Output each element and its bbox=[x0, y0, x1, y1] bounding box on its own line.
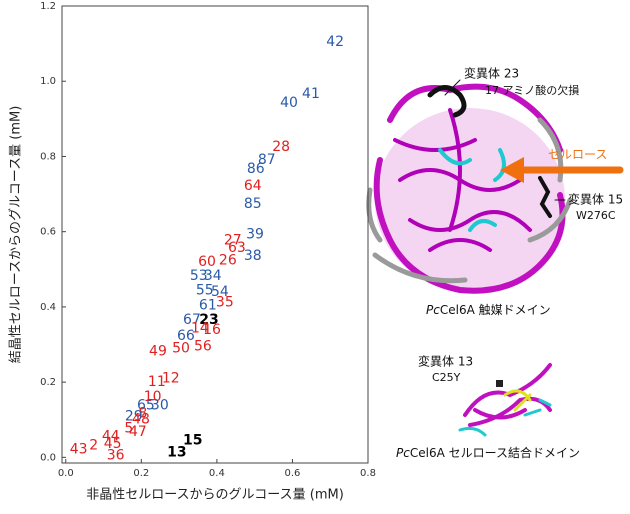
point-label: 42 bbox=[326, 34, 344, 50]
point-label: 53 bbox=[190, 268, 208, 284]
point-label: 26 bbox=[219, 252, 237, 268]
point-label: 64 bbox=[244, 178, 262, 194]
point-label: 66 bbox=[177, 328, 195, 344]
point-label: 8 bbox=[138, 405, 147, 421]
y-tick-label: 0.2 bbox=[40, 377, 56, 388]
catalytic-domain-caption: PcCel6A 触媒ドメイン bbox=[426, 303, 551, 317]
point-label: 34 bbox=[204, 268, 222, 284]
point-label: 35 bbox=[216, 294, 234, 310]
point-label: 65 bbox=[137, 397, 155, 413]
point-label: 16 bbox=[203, 322, 221, 338]
y-tick-label: 0.0 bbox=[40, 452, 56, 463]
x-axis-label: 非晶性セルロースからのグルコース量 (mM) bbox=[86, 488, 344, 503]
point-label: 15 bbox=[183, 432, 202, 448]
point-label: 27 bbox=[224, 232, 242, 248]
point-label: 5 bbox=[124, 420, 133, 436]
species-prefix: Pc bbox=[396, 446, 410, 460]
point-label: 49 bbox=[149, 343, 167, 359]
point-label: 39 bbox=[246, 226, 264, 242]
point-label: 2 bbox=[89, 437, 98, 453]
point-label: 41 bbox=[302, 86, 320, 102]
x-tick-label: 0.8 bbox=[360, 468, 376, 479]
mutant-23-label: 変異体 23 bbox=[464, 66, 519, 81]
point-label: 14 bbox=[191, 320, 209, 336]
point-label: 43 bbox=[70, 441, 88, 457]
scatter-plot: 0.0 0.2 0.4 0.6 0.8 0.0 0.2 0.4 0.6 0.8 1.0 1.2 非晶性セ… bbox=[9, 1, 376, 503]
x-tick-label: 0.4 bbox=[209, 468, 225, 479]
point-label: 30 bbox=[151, 397, 169, 413]
binding-domain-image bbox=[458, 363, 552, 437]
catalytic-domain-image bbox=[366, 79, 624, 294]
point-label: 36 bbox=[107, 447, 125, 463]
plot-frame bbox=[61, 5, 369, 464]
point-label: 28 bbox=[272, 139, 290, 155]
y-tick-label: 1.0 bbox=[40, 76, 56, 87]
point-label: 38 bbox=[244, 248, 262, 264]
y-tick-label: 1.2 bbox=[40, 1, 56, 12]
y-tick-label: 0.6 bbox=[40, 227, 56, 238]
y-axis-label: 結晶性セルロースからのグルコース量 (mM) bbox=[9, 106, 24, 364]
x-tick-label: 0.2 bbox=[133, 468, 149, 479]
point-label: 48 bbox=[132, 411, 150, 427]
y-tick-label: 0.4 bbox=[40, 302, 56, 313]
x-tick-label: 0.6 bbox=[284, 468, 300, 479]
mutant-13-label: 変異体 13 bbox=[418, 354, 473, 369]
mutant-13-note: C25Y bbox=[432, 371, 461, 384]
point-label: 12 bbox=[162, 370, 180, 386]
x-tick-label: 0.0 bbox=[58, 468, 74, 479]
binding-domain-caption: PcCel6A セルロース結合ドメイン bbox=[396, 445, 580, 460]
point-label: 45 bbox=[104, 436, 122, 452]
point-label: 61 bbox=[199, 297, 217, 313]
caption-rest: Cel6A 触媒ドメイン bbox=[440, 303, 551, 317]
point-label: 40 bbox=[280, 95, 298, 111]
point-label: 85 bbox=[244, 196, 262, 212]
point-label: 87 bbox=[258, 152, 276, 168]
point-label: 13 bbox=[167, 444, 186, 460]
species-prefix: Pc bbox=[426, 303, 440, 317]
point-label: 60 bbox=[198, 254, 216, 270]
point-label: 56 bbox=[194, 338, 212, 354]
caption-rest: Cel6A セルロース結合ドメイン bbox=[410, 445, 580, 460]
point-label: 63 bbox=[228, 240, 246, 256]
mutant-15-label: 変異体 15 bbox=[568, 192, 623, 207]
point-label: 44 bbox=[102, 428, 120, 444]
point-label: 54 bbox=[211, 284, 229, 300]
mutant-23-note: 17 アミノ酸の欠損 bbox=[485, 83, 579, 97]
cellulose-label: セルロース bbox=[548, 148, 607, 162]
point-label: 86 bbox=[247, 161, 265, 177]
point-label: 23 bbox=[199, 312, 218, 328]
point-label: 47 bbox=[129, 424, 147, 440]
y-tick-label: 0.8 bbox=[40, 151, 56, 162]
point-label: 11 bbox=[148, 374, 166, 390]
point-label: 29 bbox=[125, 408, 143, 424]
mutant-15-note: W276C bbox=[576, 209, 616, 222]
point-label: 50 bbox=[172, 340, 190, 356]
point-label: 67 bbox=[183, 312, 201, 328]
point-label: 10 bbox=[144, 389, 162, 405]
point-label: 55 bbox=[196, 282, 214, 298]
annotations: 変異体 23 17 アミノ酸の欠損 セルロース 変異体 15 W276C PcC… bbox=[396, 66, 623, 460]
